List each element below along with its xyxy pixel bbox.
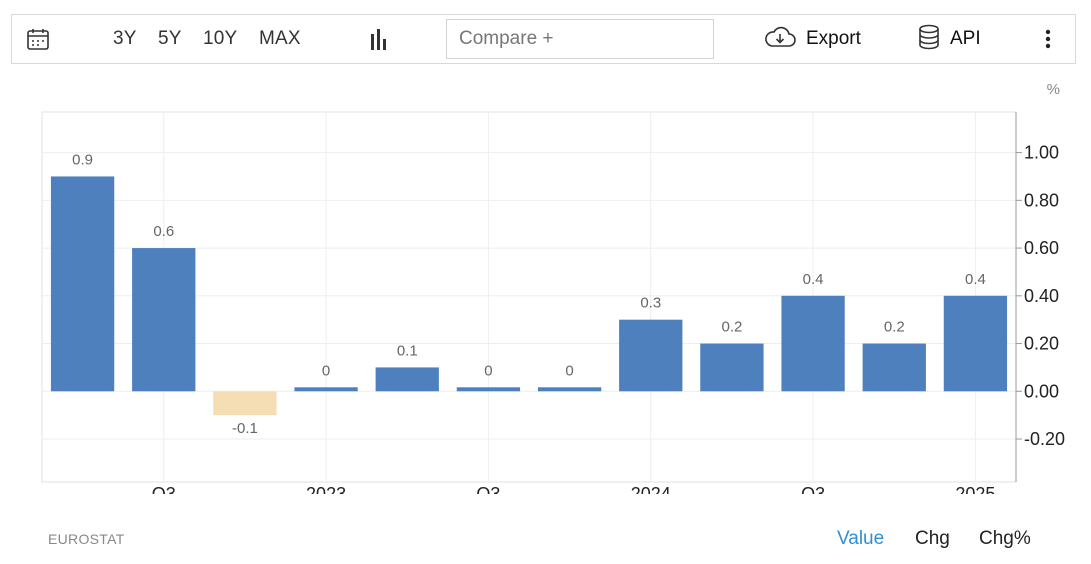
bar-chart-icon[interactable] (369, 15, 389, 63)
compare-input[interactable]: Compare + (446, 19, 714, 59)
api-label: API (950, 28, 981, 49)
bar (619, 319, 683, 392)
chart-toolbar: 3Y 5Y 10Y MAX Compare + Export (11, 14, 1076, 64)
bar-value-label: -0.1 (232, 420, 258, 437)
cloud-download-icon (764, 26, 796, 53)
y-tick-label: -0.20 (1024, 429, 1065, 449)
chart-area: 1.00 0.80 0.60 0.40 0.20 0.00 -0.20% 0.9 0.6 -0.1… (0, 64, 1091, 504)
database-icon (918, 24, 940, 55)
bar-value-label: 0.2 (884, 319, 905, 336)
x-tick-label: Q3 (801, 484, 825, 494)
y-tick-label: 0.80 (1024, 190, 1059, 210)
export-button[interactable]: Export (764, 15, 861, 63)
x-tick-label: 2023 (306, 484, 346, 494)
y-tick-label: 0.20 (1024, 334, 1059, 354)
tab-value[interactable]: Value (837, 528, 885, 549)
bar (375, 367, 439, 392)
bar (537, 387, 602, 392)
range-3y-button[interactable]: 3Y (113, 28, 137, 49)
data-source-label: EUROSTAT (48, 531, 125, 547)
range-max-button[interactable]: MAX (259, 28, 301, 49)
bar (294, 387, 358, 392)
bar (213, 391, 277, 416)
bar-value-label: 0.9 (72, 151, 93, 168)
bar-value-label: 0.4 (965, 271, 986, 288)
bar (781, 295, 845, 392)
tab-chg-percent[interactable]: Chg% (979, 528, 1031, 549)
export-label: Export (806, 28, 861, 49)
y-tick-label: 0.00 (1024, 381, 1059, 401)
bar-value-label: 0.4 (803, 271, 824, 288)
y-tick-label: 0.60 (1024, 238, 1059, 258)
bar-value-label: 0 (322, 362, 330, 379)
bar (50, 176, 115, 392)
bar-value-label: 0.2 (721, 319, 742, 336)
bar (700, 343, 764, 392)
bar (456, 387, 521, 392)
unit-label: % (1047, 81, 1060, 98)
bar (132, 248, 196, 392)
x-tick-label: 2024 (631, 484, 671, 494)
bar-chart: 1.000.800.600.400.200.00-0.20%0.90.6-0.1… (41, 81, 1065, 504)
bar-value-label: 0.1 (397, 342, 418, 359)
bar-value-label: 0 (484, 362, 492, 379)
range-10y-button[interactable]: 10Y (203, 28, 238, 49)
tab-chg[interactable]: Chg (915, 528, 950, 549)
x-tick-label: Q3 (152, 484, 176, 494)
bar-value-label: 0.6 (153, 223, 174, 240)
bar-value-label: 0.3 (640, 295, 661, 312)
range-5y-button[interactable]: 5Y (158, 28, 182, 49)
bar (862, 343, 926, 392)
bar-value-label: 0 (565, 362, 573, 379)
bar (943, 295, 1008, 392)
y-tick-label: 1.00 (1024, 143, 1059, 163)
calendar-icon[interactable] (26, 15, 50, 63)
y-tick-label: 0.40 (1024, 286, 1059, 306)
api-button[interactable]: API (918, 15, 981, 63)
vertical-ellipsis-icon[interactable] (1044, 15, 1052, 63)
x-tick-label: Q3 (476, 484, 500, 494)
x-tick-label: 2025 (955, 484, 995, 494)
